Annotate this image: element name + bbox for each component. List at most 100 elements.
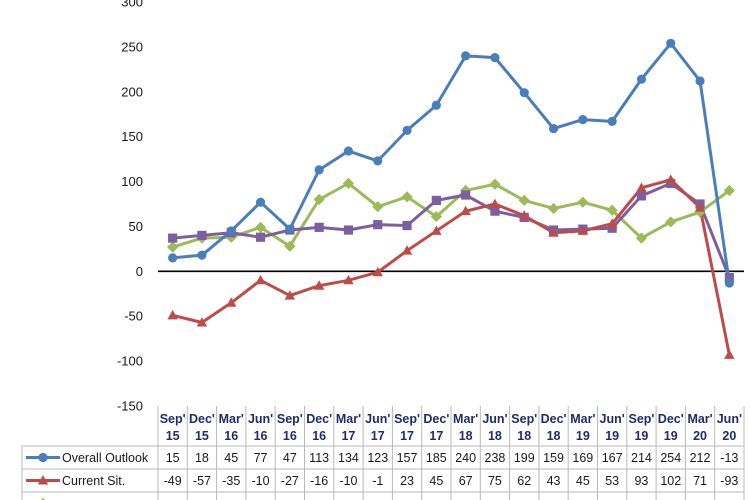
data-label: 43 bbox=[547, 474, 561, 488]
series-markers bbox=[167, 38, 735, 359]
data-label: 240 bbox=[455, 451, 476, 465]
series-line bbox=[172, 181, 731, 279]
data-point bbox=[607, 116, 617, 127]
data-point bbox=[402, 220, 412, 231]
y-tick-label: 150 bbox=[121, 129, 143, 144]
data-label: 93 bbox=[634, 474, 648, 488]
x-tick-label: 19 bbox=[576, 429, 590, 443]
data-label: 23 bbox=[400, 474, 414, 488]
data-point bbox=[636, 191, 647, 201]
data-label: 185 bbox=[426, 451, 447, 465]
data-point bbox=[490, 206, 500, 216]
data-point bbox=[695, 76, 705, 86]
data-label: 75 bbox=[488, 474, 502, 488]
data-point bbox=[461, 51, 471, 61]
data-point bbox=[519, 88, 529, 98]
x-tick-label: Jun' bbox=[717, 412, 742, 426]
data-point bbox=[343, 146, 354, 156]
x-tick-label: 16 bbox=[254, 429, 268, 443]
x-tick-label: 17 bbox=[429, 429, 443, 443]
data-point bbox=[313, 280, 325, 290]
data-point bbox=[373, 156, 383, 166]
data-point bbox=[607, 223, 617, 233]
data-point bbox=[606, 218, 618, 228]
data-label: 18 bbox=[195, 451, 209, 465]
legend-label: Current Sit. bbox=[62, 474, 125, 488]
data-point bbox=[518, 194, 530, 207]
data-point bbox=[548, 227, 559, 237]
data-point bbox=[461, 190, 471, 200]
data-label: 212 bbox=[690, 451, 711, 465]
data-point bbox=[373, 220, 383, 230]
x-tick-label: Mar' bbox=[219, 412, 244, 426]
data-label: -27 bbox=[281, 474, 299, 488]
x-tick-label: Dec' bbox=[541, 412, 567, 426]
x-tick-label: 18 bbox=[488, 429, 502, 443]
x-tick-label: 16 bbox=[224, 429, 238, 443]
x-tick-label: Mar' bbox=[336, 412, 361, 426]
data-point bbox=[636, 74, 647, 84]
data-point bbox=[254, 221, 267, 233]
data-label: 62 bbox=[517, 474, 531, 488]
data-point bbox=[694, 202, 706, 212]
data-point bbox=[431, 225, 442, 235]
data-label: -1 bbox=[372, 474, 383, 488]
data-point bbox=[431, 100, 441, 110]
data-point bbox=[636, 182, 647, 192]
y-tick-label: -50 bbox=[124, 309, 143, 324]
x-tick-label: 18 bbox=[517, 429, 531, 443]
data-point bbox=[665, 174, 676, 184]
y-tick-label: 0 bbox=[136, 264, 143, 279]
x-tick-label: 15 bbox=[195, 429, 209, 443]
data-point bbox=[489, 178, 501, 190]
data-point bbox=[577, 196, 589, 208]
x-tick-label: Mar' bbox=[570, 412, 595, 426]
x-tick-label: 20 bbox=[722, 429, 736, 443]
data-label: 45 bbox=[429, 474, 443, 488]
data-label: 159 bbox=[543, 451, 564, 465]
data-label: -13 bbox=[720, 451, 738, 465]
data-label: 169 bbox=[572, 451, 593, 465]
data-label: 134 bbox=[338, 451, 359, 465]
data-point bbox=[723, 184, 735, 197]
x-tick-label: Mar' bbox=[687, 412, 712, 426]
x-tick-label: 18 bbox=[547, 429, 561, 443]
series-line bbox=[172, 181, 731, 249]
data-point bbox=[402, 125, 412, 135]
x-tick-label: Dec' bbox=[658, 412, 684, 426]
series-line bbox=[172, 178, 731, 356]
legend-key-marker bbox=[37, 475, 49, 485]
data-point bbox=[372, 201, 384, 213]
data-point bbox=[430, 210, 442, 223]
data-point bbox=[226, 226, 236, 236]
y-tick-label: 300 bbox=[121, 0, 143, 10]
x-tick-label: Sep' bbox=[511, 412, 537, 426]
x-tick-label: Sep' bbox=[277, 412, 303, 426]
x-tick-label: Sep' bbox=[160, 412, 186, 426]
data-point bbox=[255, 274, 266, 285]
data-point bbox=[196, 317, 208, 327]
data-label: 77 bbox=[254, 451, 268, 465]
data-point bbox=[577, 225, 589, 235]
series-lines bbox=[172, 41, 731, 356]
data-point bbox=[342, 177, 355, 189]
x-tick-label: 17 bbox=[341, 429, 355, 443]
x-tick-label: 18 bbox=[459, 429, 473, 443]
data-point bbox=[431, 195, 441, 206]
data-point bbox=[285, 224, 295, 234]
data-point bbox=[168, 233, 178, 243]
data-point bbox=[401, 191, 413, 203]
data-point bbox=[255, 232, 266, 242]
data-label: 67 bbox=[459, 474, 473, 488]
data-point bbox=[167, 241, 179, 253]
x-tick-label: 20 bbox=[693, 429, 707, 443]
y-tick-label: -100 bbox=[117, 354, 143, 369]
x-tick-label: 17 bbox=[371, 429, 385, 443]
x-tick-label: 16 bbox=[312, 429, 326, 443]
data-point bbox=[284, 240, 296, 252]
data-label: -10 bbox=[252, 474, 270, 488]
x-tick-label: Mar' bbox=[453, 412, 478, 426]
x-tick-label: Jun' bbox=[600, 412, 625, 426]
data-label: -16 bbox=[310, 474, 328, 488]
data-point bbox=[724, 273, 734, 283]
